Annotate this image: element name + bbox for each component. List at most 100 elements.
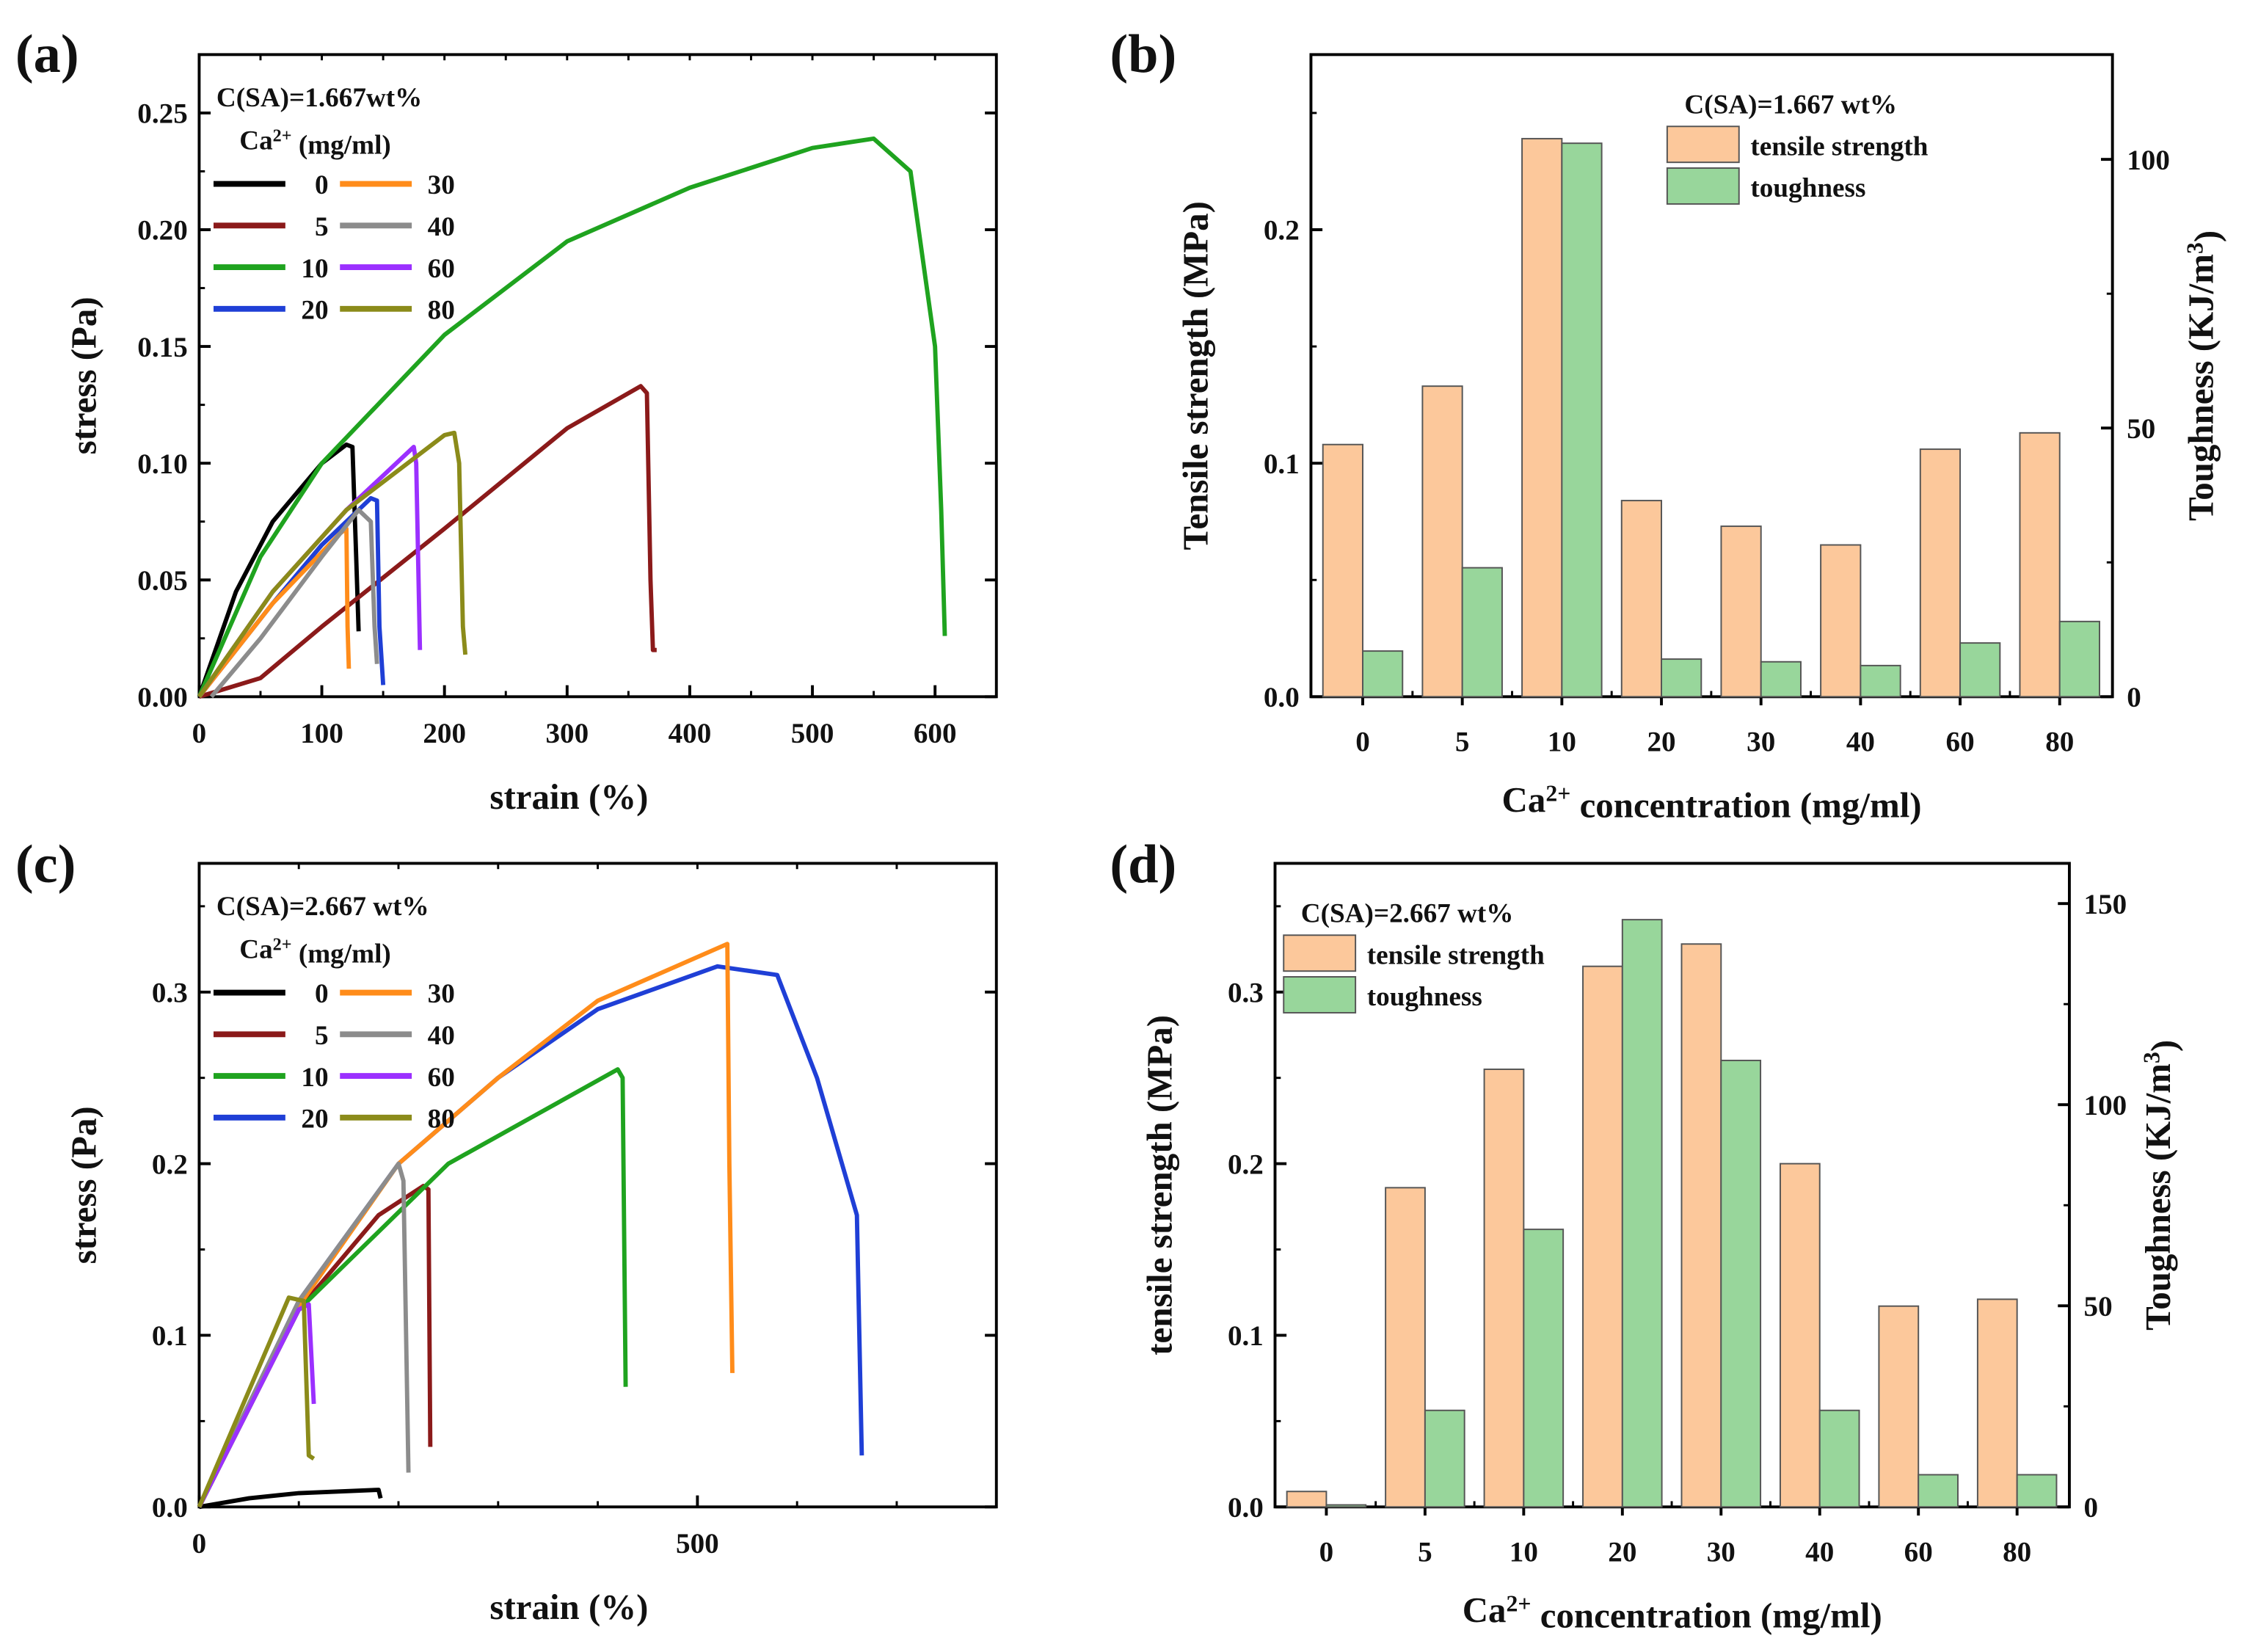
- y-tick-label: 0.1: [1264, 448, 1300, 480]
- y-tick-label: 0.0: [1264, 682, 1300, 713]
- bar-toughness-40: [1818, 1409, 1860, 1508]
- panel-label: (b): [1110, 24, 1176, 84]
- legend-subtitle: Ca2+ (mg/ml): [239, 935, 391, 969]
- x-tick-label: 10: [1548, 727, 1576, 758]
- x-tick-label: 5: [1418, 1537, 1432, 1568]
- y-tick-label: 0.2: [1228, 1149, 1264, 1180]
- x-axis-label: strain (%): [489, 776, 648, 817]
- x-tick-label: 60: [1946, 727, 1975, 758]
- series-line-0: [198, 1488, 383, 1510]
- x-tick-label: 0: [192, 718, 207, 749]
- y2-tick-label: 50: [2127, 413, 2155, 445]
- y-axis-label: tensile strength (MPa): [1140, 1015, 1180, 1356]
- series-line-0: [197, 442, 361, 698]
- legend-label-60: 60: [428, 254, 455, 284]
- legend-label-tensile-strength: tensile strength: [1750, 131, 1928, 161]
- legend-subtitle: Ca2+ (mg/ml): [239, 126, 391, 161]
- x-tick-label: 80: [2003, 1537, 2031, 1568]
- panel-label: (a): [15, 24, 79, 84]
- x-axis-label: strain (%): [489, 1587, 648, 1627]
- bar-tensile-strength-5: [1421, 385, 1463, 698]
- bar-toughness-60: [1959, 642, 2001, 698]
- x-tick-label: 30: [1707, 1537, 1736, 1568]
- bar-tensile-strength-0: [1286, 1491, 1328, 1508]
- bar-tensile-strength-5: [1385, 1187, 1426, 1508]
- series-line-60: [197, 1302, 316, 1508]
- x-tick-label: 600: [914, 718, 957, 749]
- bar-tensile-strength-60: [1878, 1305, 1920, 1508]
- y2-tick-label: 0: [2084, 1492, 2099, 1524]
- bar-tensile-strength-60: [1919, 448, 1962, 698]
- bar-tensile-strength-0: [1322, 443, 1363, 698]
- bar-toughness-0: [1325, 1504, 1367, 1508]
- y-axis-label: stress (Pa): [63, 1106, 103, 1264]
- series-line-5: [198, 384, 657, 699]
- bar-toughness-20: [1661, 658, 1702, 698]
- y-tick-label: 0.25: [137, 98, 187, 130]
- x-tick-label: 400: [669, 718, 712, 749]
- y2-tick-label: 0: [2127, 682, 2141, 713]
- y2-tick-label: 150: [2084, 889, 2127, 920]
- bar-toughness-80: [2016, 1474, 2058, 1508]
- bar-tensile-strength-30: [1680, 943, 1722, 1508]
- y-tick-label: 0.1: [152, 1320, 188, 1352]
- y-axis-label: stress (Pa): [63, 296, 103, 454]
- bar-toughness-10: [1561, 142, 1603, 698]
- panel-label: (d): [1110, 834, 1176, 895]
- x-tick-label: 40: [1805, 1537, 1834, 1568]
- legend-label-toughness: toughness: [1367, 982, 1482, 1012]
- y-tick-label: 0.3: [152, 977, 188, 1008]
- series-line-5: [197, 1184, 433, 1508]
- bar-toughness-30: [1760, 661, 1802, 698]
- bar-tensile-strength-10: [1521, 137, 1563, 698]
- legend-label-20: 20: [301, 296, 328, 326]
- y2-tick-label: 50: [2084, 1291, 2113, 1322]
- legend-title: C(SA)=2.667 wt%: [216, 892, 429, 922]
- x-tick-label: 100: [300, 718, 343, 749]
- x-tick-label: 300: [545, 718, 589, 749]
- series-line-10: [197, 1067, 628, 1508]
- legend-label-80: 80: [428, 1105, 455, 1135]
- y2-tick-label: 100: [2127, 145, 2170, 176]
- x-tick-label: 30: [1747, 727, 1775, 758]
- y-tick-label: 0.2: [1264, 215, 1300, 247]
- series-line-20: [197, 964, 864, 1508]
- bar-tensile-strength-30: [1720, 525, 1762, 698]
- legend-swatch-toughness: [1666, 167, 1740, 205]
- x-tick-label: 0: [1355, 727, 1370, 758]
- x-axis-label: Ca2+ concentration (mg/ml): [1502, 779, 1922, 826]
- x-tick-label: 60: [1904, 1537, 1933, 1568]
- x-tick-label: 20: [1647, 727, 1675, 758]
- bar-toughness-20: [1621, 919, 1663, 1508]
- legend-label-20: 20: [301, 1105, 328, 1135]
- bar-tensile-strength-20: [1582, 965, 1623, 1508]
- series-line-40: [197, 1161, 411, 1508]
- y-tick-label: 0.20: [137, 215, 187, 247]
- series-line-40: [209, 507, 379, 699]
- bar-toughness-30: [1720, 1059, 1762, 1508]
- series-line-80: [197, 1295, 316, 1508]
- y-tick-label: 0.0: [152, 1492, 188, 1524]
- legend-label-toughness: toughness: [1750, 173, 1865, 203]
- plot-frame: [197, 53, 998, 699]
- legend-label-10: 10: [301, 254, 328, 284]
- legend-label-30: 30: [428, 170, 455, 200]
- y-axis-label: Tensile strength (MPa): [1176, 201, 1216, 550]
- series-line-30: [197, 942, 735, 1508]
- legend-label-10: 10: [301, 1063, 328, 1093]
- y-tick-label: 0.10: [137, 448, 187, 480]
- x-tick-label: 500: [676, 1528, 719, 1560]
- legend-swatch-tensile-strength: [1283, 934, 1357, 972]
- x-tick-label: 40: [1846, 727, 1875, 758]
- panel-a: (a) 0.00 0.05 0.10 0.15 0.20 0.25 stress (Pa) 0 1…: [15, 24, 998, 817]
- bar-toughness-80: [2058, 620, 2101, 698]
- x-tick-label: 500: [791, 718, 834, 749]
- y-tick-label: 0.15: [137, 332, 187, 363]
- bar-toughness-10: [1523, 1229, 1565, 1508]
- legend-swatch-tensile-strength: [1666, 125, 1740, 164]
- legend-label-5: 5: [315, 1021, 329, 1051]
- y2-tick-label: 100: [2084, 1090, 2127, 1121]
- legend-label-0: 0: [315, 979, 329, 1009]
- bar-tensile-strength-80: [1976, 1298, 2018, 1508]
